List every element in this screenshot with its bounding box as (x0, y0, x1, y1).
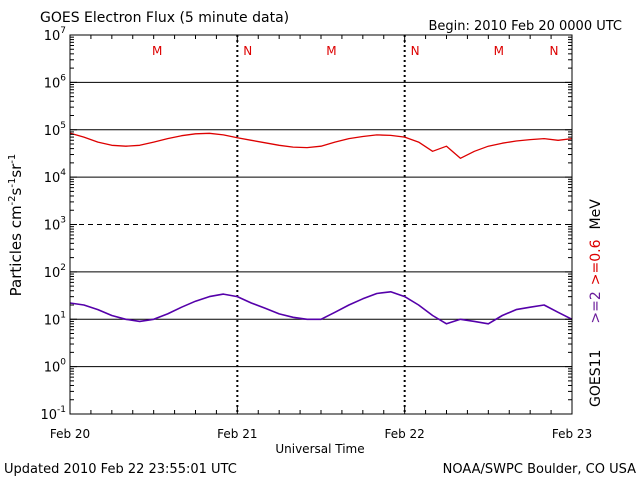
begin-time: Begin: 2010 Feb 20 0000 UTC (428, 19, 622, 34)
grid-lines (70, 81, 572, 368)
series-line-2mev (69, 291, 573, 325)
mn-marker: N (411, 44, 420, 58)
y-tick-label: 10-1 (40, 405, 66, 423)
y-axis-label: Particles cm-2s-1sr-1 (7, 154, 25, 297)
series-line-0p6mev (69, 132, 573, 159)
mn-marker: N (243, 44, 252, 58)
x-axis-ticks: Feb 20 Feb 21 Feb 22 Feb 23 (50, 35, 592, 441)
source-credit: NOAA/SWPC Boulder, CO USA (443, 462, 636, 477)
mn-marker: N (550, 44, 559, 58)
y-tick-label: 106 (44, 73, 67, 91)
mn-marker: M (326, 44, 336, 58)
series-layer (69, 132, 573, 325)
x-axis-label: Universal Time (275, 442, 364, 456)
satellite-label: GOES11 (588, 350, 604, 407)
mn-marker: M (494, 44, 504, 58)
x-tick-label: Feb 20 (50, 427, 90, 441)
y-tick-label: 102 (44, 263, 66, 281)
y-tick-label: 103 (44, 216, 66, 234)
x-tick-label: Feb 23 (552, 427, 592, 441)
y-tick-label: 105 (44, 121, 66, 139)
y-tick-label: 107 (44, 26, 66, 44)
y-axis-ticks: 10-1 100 101 102 103 104 105 106 107 (40, 26, 572, 423)
mn-marker: M (152, 44, 162, 58)
unit-label: MeV (588, 199, 604, 230)
right-axis-label: GOES11 >=2 >=0.6 MeV (588, 199, 604, 407)
day-boundary-lines (236, 35, 406, 414)
energy-label-purple: >=2 (588, 291, 604, 323)
y-tick-label: 101 (44, 310, 66, 328)
energy-label-red: >=0.6 (588, 239, 604, 285)
updated-timestamp: Updated 2010 Feb 22 23:55:01 UTC (4, 462, 237, 477)
x-tick-label: Feb 21 (217, 427, 257, 441)
y-tick-label: 100 (44, 358, 67, 376)
x-tick-label: Feb 22 (384, 427, 424, 441)
chart-title: GOES Electron Flux (5 minute data) (40, 10, 289, 26)
y-tick-label: 104 (44, 168, 67, 186)
